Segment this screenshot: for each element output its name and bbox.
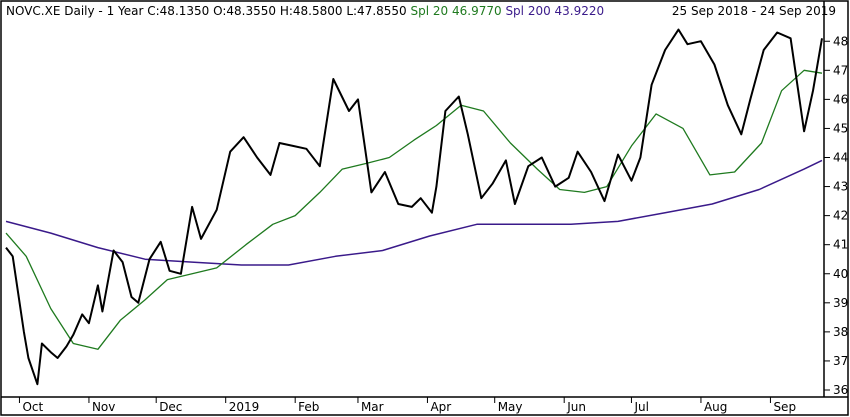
y-tick-label: 40 [833,267,848,281]
x-tick-label: Jun [566,400,586,414]
y-tick-label: 43 [833,180,848,194]
x-tick-label: Oct [22,400,43,414]
x-tick-label: Dec [159,400,182,414]
x-tick-label: Nov [92,400,115,414]
y-tick-label: 42 [833,209,848,223]
y-tick-label: 36 [833,383,848,397]
x-tick-label: 2019 [229,400,260,414]
symbol-label: NOVC.XE Daily [6,4,95,18]
x-tick-label: Feb [298,400,319,414]
x-tick-label: Sep [773,400,796,414]
y-tick-label: 48 [833,34,848,48]
date-range: 25 Sep 2018 - 24 Sep 2019 [671,4,836,18]
y-tick-label: 39 [833,296,848,310]
ohlc-readout: C:48.1350 O:48.3550 H:48.5800 L:47.8550 [147,4,407,18]
y-tick-label: 45 [833,121,848,135]
y-tick-label: 37 [833,354,848,368]
price-series [5,28,823,386]
spl20-series [5,69,823,350]
chart-header: NOVC.XE Daily - 1 Year C:48.1350 O:48.35… [6,4,605,18]
y-tick-label: 38 [833,325,848,339]
y-tick-label: 41 [833,238,848,252]
x-tick-label: May [498,400,523,414]
y-tick-label: 44 [833,151,848,165]
x-tick-label: Mar [361,400,384,414]
x-tick-label: Apr [430,400,451,414]
period-label: 1 Year [106,4,144,18]
spl20-legend: Spl 20 46.9770 [410,4,502,18]
spl200-legend: Spl 200 43.9220 [505,4,605,18]
spl200-series [5,159,823,266]
y-tick-label: 46 [833,92,848,106]
y-tick-label: 47 [833,63,848,77]
x-tick-label: Jul [633,400,648,414]
x-tick-label: Aug [704,400,727,414]
